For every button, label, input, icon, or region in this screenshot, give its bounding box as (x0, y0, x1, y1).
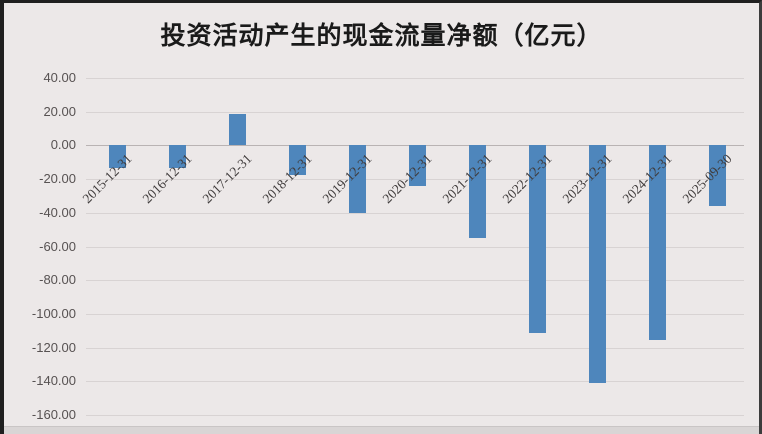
bar-2024-12-31 (648, 145, 666, 340)
y-axis-tick-label: 0.00 (50, 137, 76, 153)
y-axis-tick-label: -120.00 (31, 339, 76, 355)
y-axis-tick-label: -140.00 (31, 373, 76, 389)
y-axis-tick-label: -20.00 (39, 171, 76, 187)
y-axis-tick-label: 20.00 (43, 103, 76, 119)
y-axis-tick-label: -80.00 (39, 272, 76, 288)
gridline (86, 415, 744, 416)
bar-2020-12-31 (408, 145, 426, 186)
gridline (86, 347, 744, 349)
bar-2023-12-31 (588, 145, 606, 384)
y-axis-tick-label: -40.00 (39, 204, 76, 220)
bar-2018-12-31 (288, 145, 306, 176)
plot-area: 40.00 20.00 0.00 -20.00 -40.00 -60.00 -80.00 -1… (4, 3, 759, 434)
gridline (86, 212, 744, 214)
y-axis-tick-label: 40.00 (43, 70, 76, 85)
bar-2017-12-31 (228, 114, 246, 146)
bar-2019-12-31 (348, 145, 366, 213)
gridline (86, 381, 744, 383)
y-axis-tick-label: -60.00 (39, 238, 76, 254)
chart-title: 投资活动产生的现金流量净额（亿元） (160, 23, 603, 50)
bar-2016-12-31 (168, 145, 186, 168)
gridline (86, 313, 744, 315)
bar-2025-09-30 (708, 145, 726, 207)
y-axis-tick-label: -160.00 (31, 407, 76, 422)
y-axis-tick-label: -100.00 (31, 305, 76, 321)
gridline (86, 280, 744, 282)
gridline (86, 246, 744, 248)
bottom-edge (4, 426, 759, 434)
bar-2021-12-31 (468, 145, 486, 239)
gridline (86, 111, 744, 113)
bar-2015-12-31 (108, 145, 126, 169)
gridline (86, 78, 744, 79)
bar-2022-12-31 (528, 145, 546, 333)
